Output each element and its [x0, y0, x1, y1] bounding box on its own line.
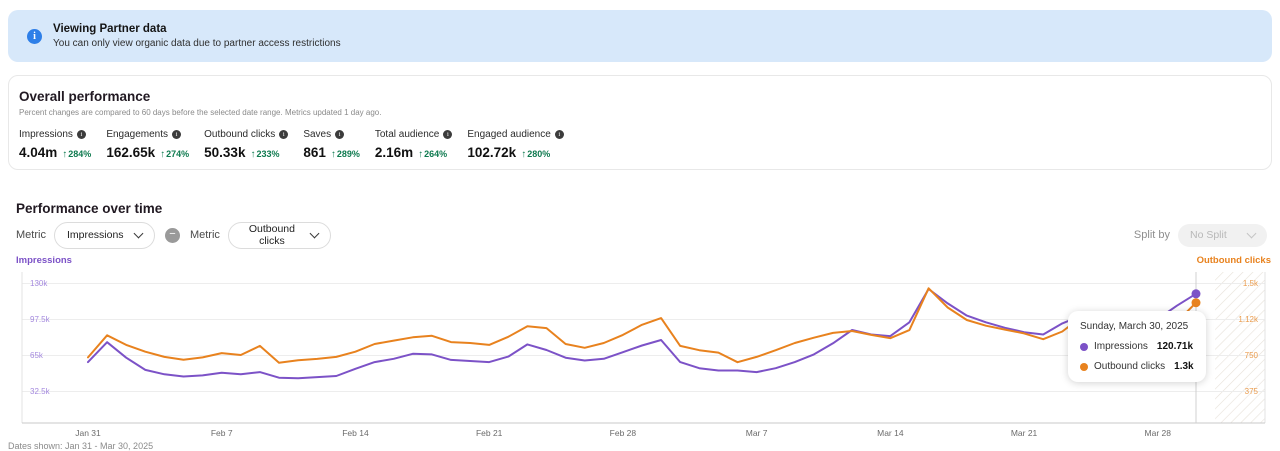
increase-arrow-icon: ↑	[250, 149, 256, 160]
footer-caption: Dates shown: Jan 31 - Mar 30, 2025	[8, 441, 154, 451]
left-axis-tick: 32.5k	[30, 387, 51, 396]
info-icon[interactable]: i	[279, 130, 289, 139]
right-axis-tick: 750	[1245, 351, 1259, 360]
metric-engaged-audience: Engaged audience i 102.72k ↑280%	[467, 129, 564, 160]
info-icon[interactable]: i	[335, 130, 345, 139]
metric-change: ↑284%	[62, 149, 92, 160]
banner-title: Viewing Partner data	[53, 23, 167, 35]
metric-value-row: 4.04m ↑284%	[19, 145, 91, 160]
increase-arrow-icon: ↑	[521, 149, 527, 160]
metric-dropdown-outbound-clicks[interactable]: Outbound clicks	[227, 221, 331, 249]
metric-outbound-clicks: Outbound clicks i 50.33k ↑233%	[204, 129, 289, 160]
metric-value-row: 861 ↑289%	[303, 145, 360, 160]
metric-change: ↑280%	[521, 149, 551, 160]
metric-total-audience: Total audience i 2.16m ↑264%	[375, 129, 453, 160]
metric-value: 162.65k	[106, 145, 156, 160]
right-axis-tick: 1.5k	[1243, 279, 1259, 288]
metric-label: Impressions i	[19, 129, 91, 140]
info-icon: i	[27, 28, 42, 44]
x-axis-tick: Mar 28	[1145, 428, 1172, 438]
chart-tooltip: Sunday, March 30, 2025 Impressions 120.7…	[1068, 311, 1206, 382]
x-axis-tick: Jan 31	[75, 428, 101, 438]
x-axis-tick: Feb 21	[476, 428, 503, 438]
metric-change: ↑233%	[250, 149, 280, 160]
left-axis-title: Impressions	[16, 255, 72, 266]
increase-arrow-icon: ↑	[418, 149, 424, 160]
split-by-label: Split by	[1133, 229, 1170, 241]
metric-dropdown-impressions-value: Impressions	[66, 229, 124, 241]
tooltip-date: Sunday, March 30, 2025	[1080, 321, 1189, 332]
metric-engagements: Engagements i 162.65k ↑274%	[106, 129, 189, 160]
metric-label: Engagements i	[106, 129, 189, 140]
tooltip-row-outbound-clicks: Outbound clicks 1.3k	[1080, 361, 1194, 372]
metric-value-row: 2.16m ↑264%	[375, 145, 453, 160]
metric-change: ↑289%	[330, 149, 360, 160]
remove-metric-button[interactable]: −	[164, 227, 180, 243]
metric-value: 2.16m	[374, 145, 414, 160]
increase-arrow-icon: ↑	[62, 149, 68, 160]
chart-controls: Metric Impressions − Metric Outbound cli…	[16, 221, 1267, 249]
performance-over-time-title: Performance over time	[16, 201, 163, 216]
overall-performance-card: Overall performance Percent changes are …	[8, 75, 1272, 170]
info-icon[interactable]: i	[443, 130, 453, 139]
outbound-clicks-end-dot[interactable]	[1191, 298, 1201, 308]
banner-text: Viewing Partner data You can only view o…	[53, 23, 341, 49]
right-axis-title: Outbound clicks	[1196, 255, 1271, 266]
metric-value: 4.04m	[19, 145, 58, 160]
left-axis-tick: 97.5k	[30, 315, 51, 324]
info-icon[interactable]: i	[554, 130, 564, 139]
metric-value: 861	[303, 145, 326, 160]
metric-label: Total audience i	[375, 129, 453, 140]
metric-label: Saves i	[303, 129, 360, 140]
info-icon[interactable]: i	[76, 130, 86, 139]
info-icon[interactable]: i	[172, 130, 182, 139]
overall-performance-title: Overall performance	[19, 89, 151, 104]
metric-label-1: Metric	[16, 229, 46, 241]
future-dates-hatch	[1215, 272, 1265, 423]
x-axis-tick: Mar 7	[746, 428, 768, 438]
right-axis-tick: 1.12k	[1238, 315, 1259, 324]
chevron-down-icon	[309, 228, 320, 238]
overall-performance-subtitle: Percent changes are compared to 60 days …	[19, 108, 382, 117]
metric-value-row: 50.33k ↑233%	[204, 145, 288, 160]
x-axis-tick: Feb 7	[211, 428, 233, 438]
metric-value-row: 102.72k ↑280%	[467, 145, 563, 160]
metric-dropdown-impressions[interactable]: Impressions	[53, 221, 155, 249]
impressions-end-dot[interactable]	[1191, 289, 1201, 299]
metric-saves: Saves i 861 ↑289%	[303, 129, 360, 160]
outbound-clicks-dot-icon	[1080, 362, 1088, 371]
chevron-down-icon	[1246, 228, 1257, 238]
outbound-clicks-line[interactable]	[87, 287, 1197, 364]
left-axis-tick: 130k	[30, 279, 48, 288]
metric-label-2: Metric	[189, 229, 220, 241]
x-axis-tick: Feb 14	[342, 428, 369, 438]
increase-arrow-icon: ↑	[160, 149, 166, 160]
impressions-line[interactable]	[87, 288, 1197, 380]
banner-subtitle: You can only view organic data due to pa…	[53, 38, 341, 49]
x-axis-tick: Mar 21	[1011, 428, 1038, 438]
metric-dropdown-outbound-value: Outbound clicks	[248, 223, 295, 247]
metric-value-row: 162.65k ↑274%	[106, 145, 189, 160]
split-by-dropdown: No Split	[1178, 223, 1267, 247]
metrics-row: Impressions i 4.04m ↑284% Engagements i 162.65…	[19, 129, 1271, 160]
right-axis-tick: 375	[1245, 387, 1259, 396]
split-by-value: No Split	[1190, 229, 1227, 241]
impressions-dot-icon	[1080, 342, 1088, 351]
left-axis-tick: 65k	[30, 351, 44, 360]
metric-label: Outbound clicks i	[204, 129, 289, 140]
partner-data-banner: i Viewing Partner data You can only view…	[8, 10, 1272, 62]
metric-label: Engaged audience i	[467, 129, 564, 140]
x-axis-tick: Feb 28	[610, 428, 637, 438]
x-axis-tick: Mar 14	[877, 428, 904, 438]
metric-value: 102.72k	[467, 145, 517, 160]
tooltip-row-impressions: Impressions 120.71k	[1080, 341, 1194, 352]
metric-value: 50.33k	[204, 145, 246, 160]
metric-change: ↑274%	[160, 149, 190, 160]
metric-change: ↑264%	[418, 149, 448, 160]
metric-impressions: Impressions i 4.04m ↑284%	[19, 129, 91, 160]
increase-arrow-icon: ↑	[330, 149, 336, 160]
chevron-down-icon	[133, 228, 144, 238]
